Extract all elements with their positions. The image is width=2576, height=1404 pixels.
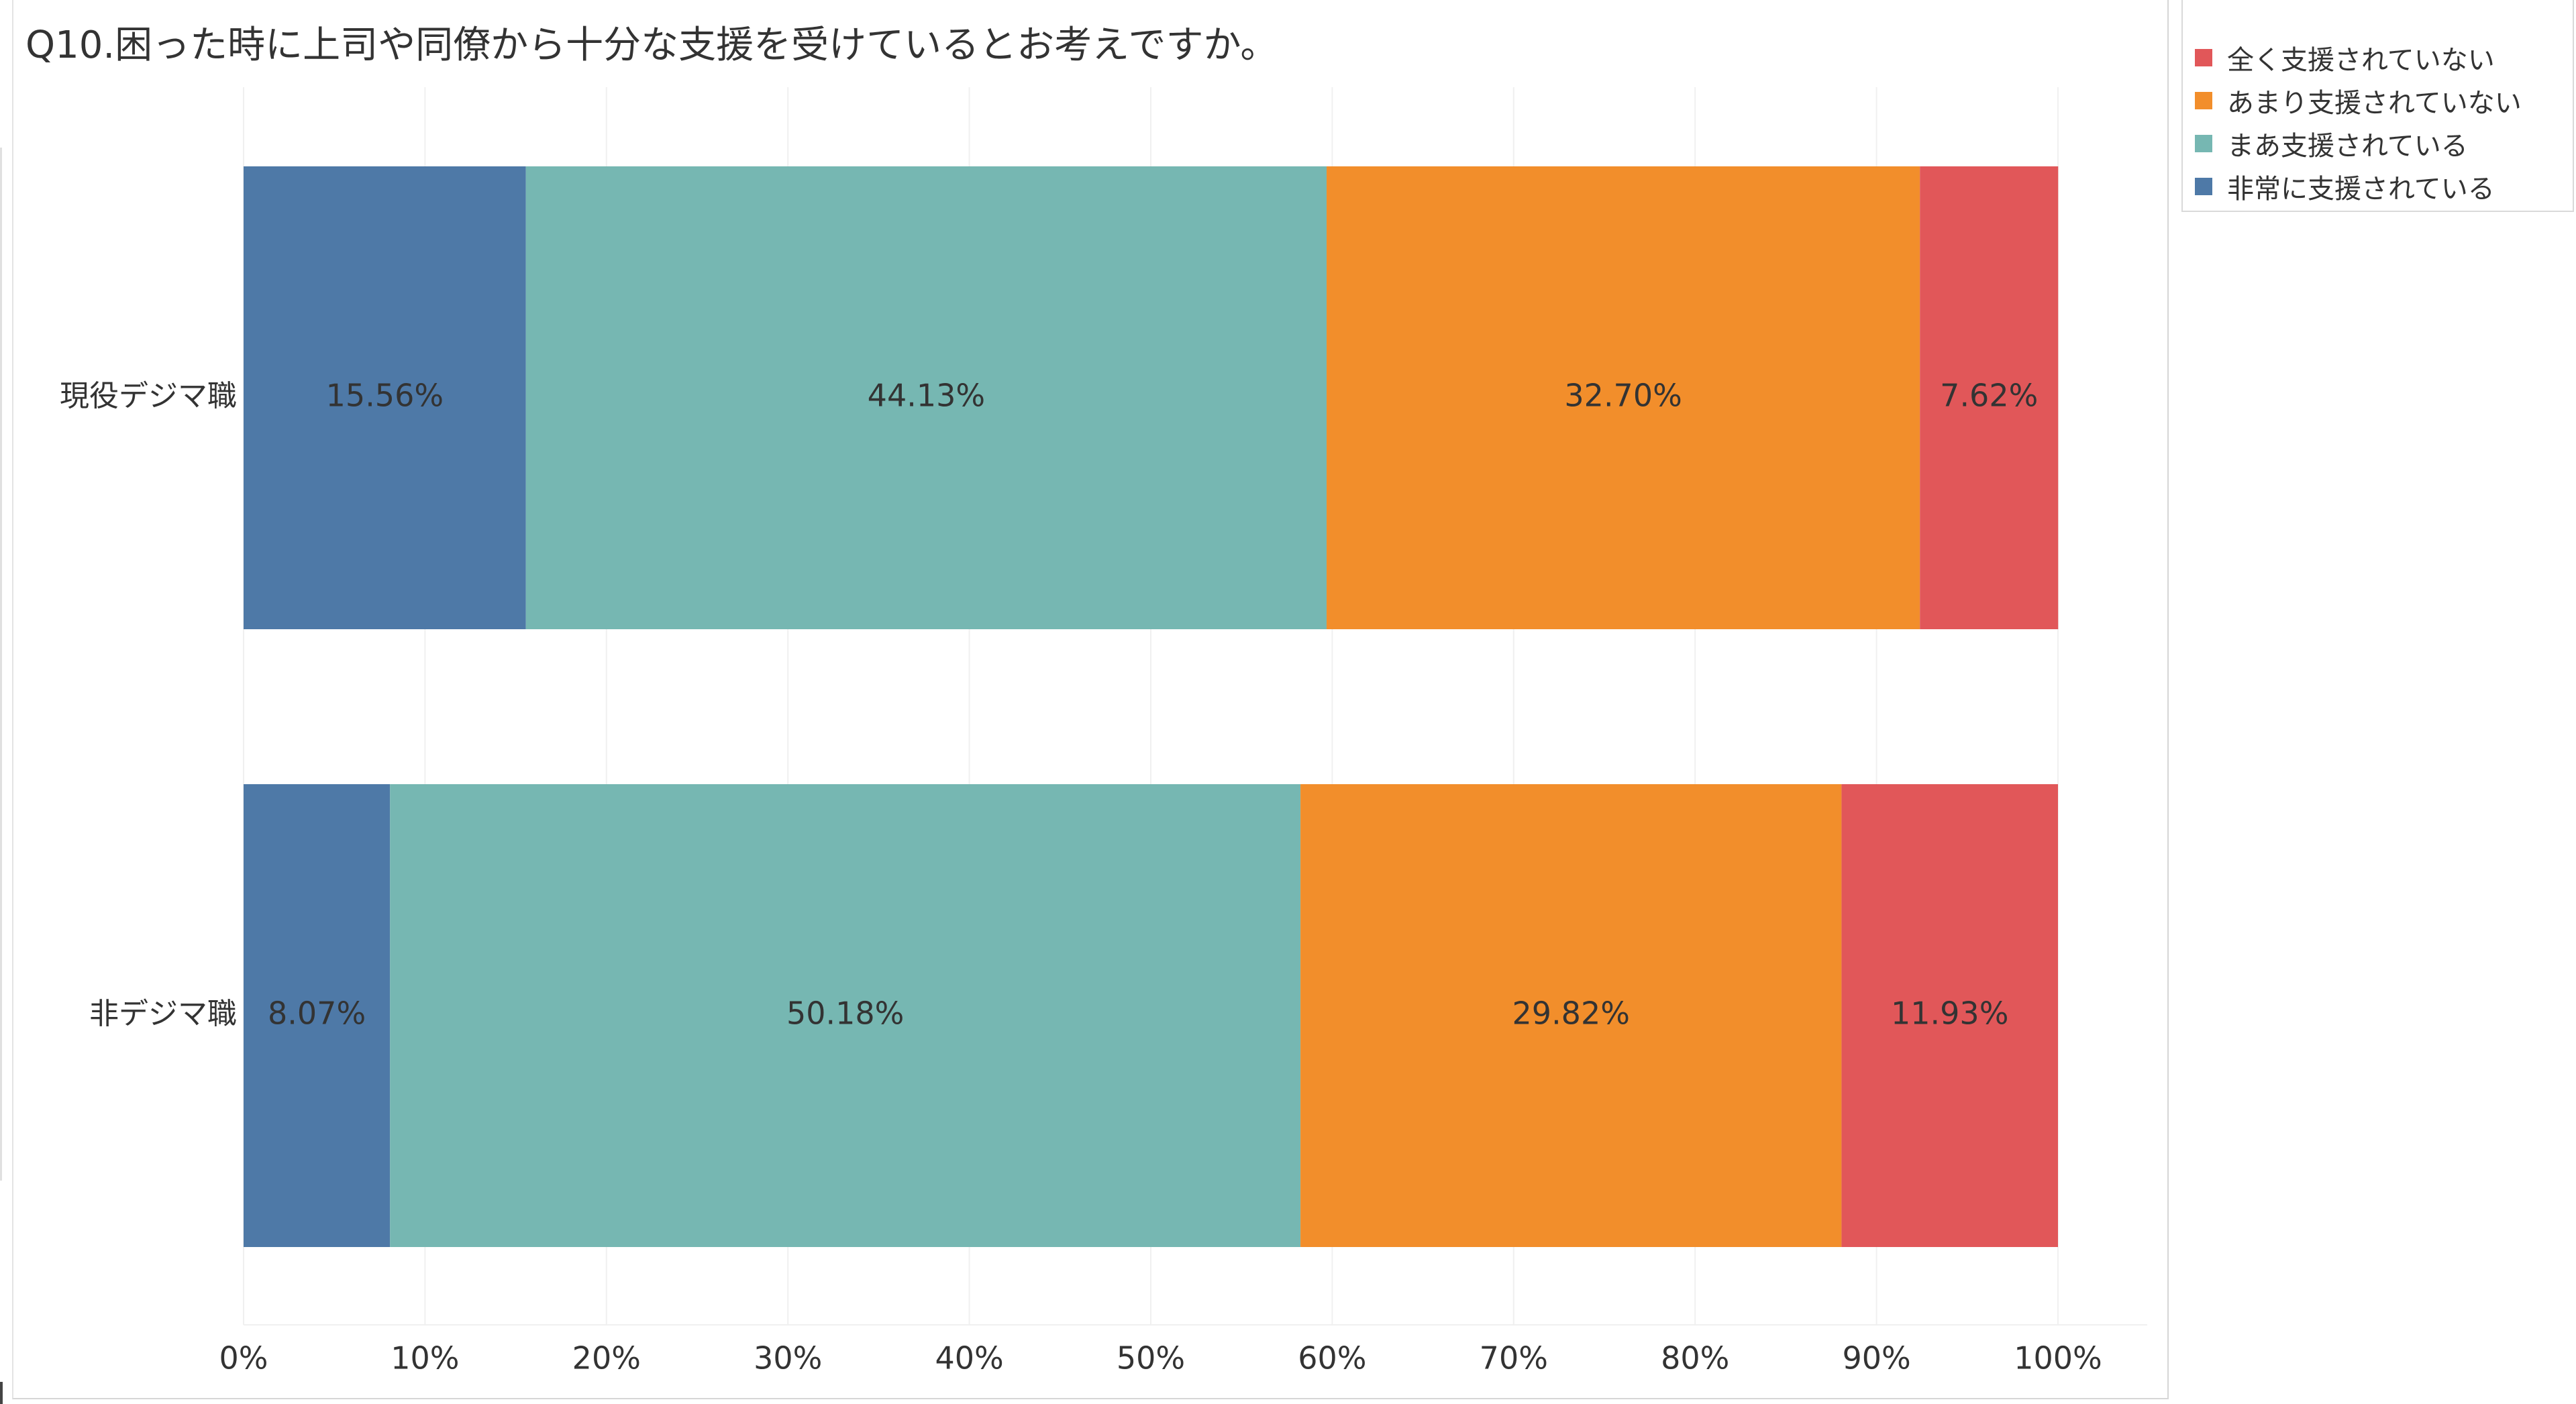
legend-label: まあ支援されている <box>2227 131 2468 162</box>
data-label: 15.56% <box>326 378 444 414</box>
x-tick-label: 70% <box>1480 1340 1548 1376</box>
legend-item-not-supported-at-all[interactable]: 全く支援されていない <box>2195 36 2495 79</box>
legend-label: あまり支援されていない <box>2227 88 2522 119</box>
x-tick-label: 0% <box>219 1340 268 1376</box>
chart-title: Q10.困った時に上司や同僚から十分な支援を受けているとお考えですか。 <box>25 23 1278 67</box>
bar-segment[interactable] <box>1920 166 2059 629</box>
data-label: 7.62% <box>1940 378 2038 414</box>
bar-segment[interactable] <box>244 784 391 1247</box>
bar-segment[interactable] <box>1300 784 1842 1247</box>
bar-segment[interactable] <box>244 166 526 629</box>
category-label: 現役デジマ職 <box>60 379 237 413</box>
x-tick-label: 90% <box>1842 1340 1910 1376</box>
bars <box>244 166 2059 1247</box>
bar-segment[interactable] <box>1327 166 1920 629</box>
x-tick-label: 50% <box>1117 1340 1185 1376</box>
data-label: 32.70% <box>1564 378 1682 414</box>
legend-item-not-very-supported[interactable]: あまり支援されていない <box>2195 79 2522 122</box>
category-label: 非デジマ職 <box>89 997 237 1031</box>
data-labels: 15.56% 44.13% 32.70% 7.62% 8.07% 50.18% 29.82%… <box>268 378 2038 1032</box>
x-tick-label: 60% <box>1298 1340 1366 1376</box>
bar-segment[interactable] <box>525 166 1327 629</box>
x-axis-tick-labels: 0% 10% 20% 30% 40% 50% 60% 70% 80% 90% 100% <box>219 1340 2102 1376</box>
data-label: 8.07% <box>268 995 366 1032</box>
legend-swatch <box>2195 49 2212 66</box>
bar-segment[interactable] <box>1841 784 2058 1247</box>
legend-swatch <box>2195 178 2212 195</box>
x-tick-label: 40% <box>935 1340 1003 1376</box>
chart-frame <box>12 0 2169 1399</box>
data-label: 11.93% <box>1891 995 2008 1032</box>
legend-label: 全く支援されていない <box>2227 45 2495 76</box>
x-tick-label: 20% <box>572 1340 641 1376</box>
legend-item-very-supported[interactable]: 非常に支援されている <box>2195 165 2495 208</box>
x-tick-label: 100% <box>2014 1340 2102 1376</box>
left-edge-mark <box>0 1382 3 1404</box>
bar-segment[interactable] <box>390 784 1301 1247</box>
x-tick-label: 10% <box>391 1340 459 1376</box>
data-label: 44.13% <box>868 378 985 414</box>
x-tick-label: 80% <box>1661 1340 1729 1376</box>
data-label: 50.18% <box>786 995 904 1032</box>
x-tick-label: 30% <box>754 1340 822 1376</box>
legend-swatch <box>2195 135 2212 152</box>
left-edge-line <box>0 148 2 1181</box>
legend-label: 非常に支援されている <box>2227 174 2495 205</box>
legend: 全く支援されていない あまり支援されていない まあ支援されている 非常に支援され… <box>2181 0 2574 212</box>
legend-swatch <box>2195 92 2212 109</box>
legend-item-somewhat-supported[interactable]: まあ支援されている <box>2195 122 2468 165</box>
data-label: 29.82% <box>1512 995 1630 1032</box>
